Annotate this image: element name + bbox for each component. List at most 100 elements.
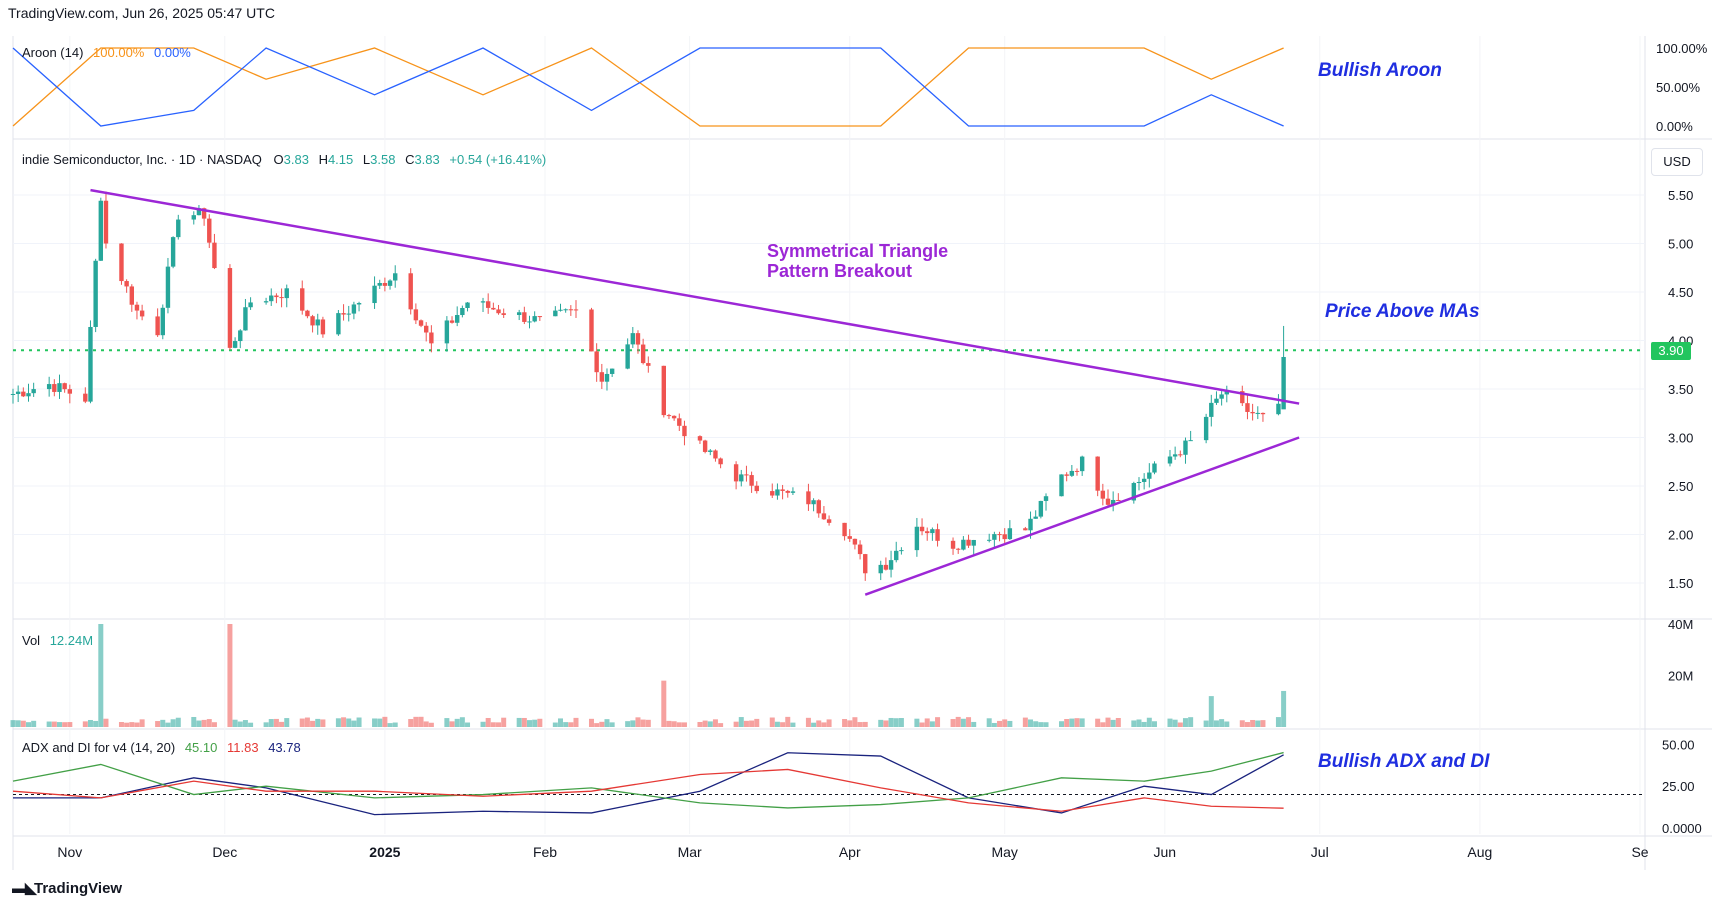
- candle-body: [274, 295, 279, 298]
- annotation-triangle: Symmetrical Triangle Pattern Breakout: [767, 241, 948, 281]
- aroon-up-line: [12, 47, 1284, 127]
- candle-body: [460, 307, 465, 316]
- candle-body: [847, 536, 852, 539]
- candle-body: [935, 529, 940, 541]
- candle-body: [749, 475, 754, 486]
- volume-bar: [165, 722, 171, 727]
- volume-bar: [82, 721, 88, 727]
- volume-bar: [568, 722, 574, 727]
- adx-adx-line: [13, 752, 1284, 816]
- volume-bar: [268, 719, 274, 727]
- volume-bar: [645, 719, 651, 727]
- candle-body: [232, 341, 238, 348]
- candle-body: [1043, 496, 1049, 501]
- candle-body: [15, 391, 21, 394]
- candle-body: [444, 320, 450, 344]
- candle-body: [10, 393, 16, 395]
- candle-body: [816, 500, 821, 514]
- candle-body: [1172, 454, 1178, 457]
- candle-body: [532, 316, 537, 322]
- candle-body: [1203, 416, 1209, 441]
- volume-bar: [392, 722, 398, 727]
- candle-body: [713, 450, 718, 459]
- volume-bar: [248, 722, 254, 727]
- volume-bar: [428, 722, 434, 727]
- volume-bar: [341, 717, 347, 727]
- volume-bar: [935, 717, 941, 727]
- high-value: 4.15: [327, 152, 354, 167]
- candle-body: [98, 200, 104, 261]
- volume-bar: [966, 717, 972, 727]
- adx-di_plus-line: [12, 751, 1284, 809]
- volume-bar: [118, 721, 124, 727]
- candle-body: [315, 319, 320, 326]
- price-axis-label: 1.50: [1668, 576, 1693, 591]
- volume-bar: [630, 720, 636, 727]
- volume-bar: [335, 718, 341, 727]
- candle-body: [790, 491, 796, 493]
- volume-bar: [1203, 720, 1209, 727]
- candle-body: [925, 531, 930, 534]
- volume-bar: [888, 717, 894, 727]
- volume-bar: [1177, 722, 1183, 727]
- tradingview-logo[interactable]: ▬◣TradingView: [12, 879, 122, 897]
- open-label: O: [273, 152, 284, 167]
- candle-body: [279, 297, 284, 299]
- volume-bar: [1213, 720, 1219, 727]
- candle-body: [878, 564, 883, 574]
- candle-body: [1002, 534, 1007, 540]
- volume-bar: [356, 717, 362, 727]
- candle-body: [124, 281, 129, 287]
- candle-body: [207, 218, 212, 243]
- volume-bar: [454, 718, 460, 727]
- adx-value: 45.10: [184, 740, 218, 755]
- candle-body: [310, 316, 315, 326]
- candle-body: [429, 332, 434, 344]
- candle-body: [702, 440, 708, 452]
- candle-body: [201, 208, 207, 219]
- candle-body: [604, 373, 610, 382]
- candle-body: [1214, 398, 1219, 403]
- aroon-up-value: 100.00%: [93, 45, 145, 60]
- aroon-axis-label: 100.00%: [1656, 41, 1708, 56]
- annotation-bullish-adx: Bullish ADX and DI: [1318, 751, 1490, 772]
- candle-body: [522, 312, 527, 322]
- annotation-triangle-line1: Symmetrical Triangle: [767, 241, 949, 261]
- volume-bar: [1105, 717, 1111, 727]
- volume-bar: [971, 721, 977, 727]
- candle-body: [160, 307, 165, 336]
- volume-bar: [444, 718, 450, 727]
- volume-bar: [821, 722, 827, 727]
- candle-body: [708, 450, 713, 452]
- candle-body: [553, 310, 558, 317]
- candle-body: [155, 316, 160, 336]
- candle-body: [1110, 499, 1116, 505]
- volume-bar: [532, 719, 538, 727]
- volume-bar: [1069, 718, 1075, 727]
- candle-body: [1131, 483, 1137, 501]
- price-axis-label: 2.00: [1668, 528, 1693, 543]
- price-axis-label: 4.50: [1668, 285, 1693, 300]
- candle-body: [888, 560, 894, 570]
- candle-body: [661, 365, 666, 416]
- volume-bar: [955, 716, 961, 727]
- currency-button[interactable]: USD: [1651, 148, 1703, 176]
- time-axis-label: Dec: [212, 844, 237, 860]
- candle-body: [31, 389, 36, 394]
- candle-body: [956, 548, 961, 550]
- candle-body: [408, 273, 413, 310]
- candle-body: [1074, 470, 1080, 472]
- candle-body: [377, 282, 382, 286]
- volume-bar: [857, 722, 863, 727]
- volume-bar: [423, 721, 429, 727]
- volume-bar: [20, 720, 26, 727]
- volume-bar: [780, 722, 786, 727]
- candle-body: [1281, 356, 1286, 410]
- time-axis-label: Mar: [678, 844, 702, 860]
- volume-bar: [196, 720, 202, 727]
- volume-bar: [552, 722, 558, 727]
- candle-body: [852, 538, 858, 545]
- candle-body: [418, 320, 424, 326]
- volume-bar: [103, 718, 109, 727]
